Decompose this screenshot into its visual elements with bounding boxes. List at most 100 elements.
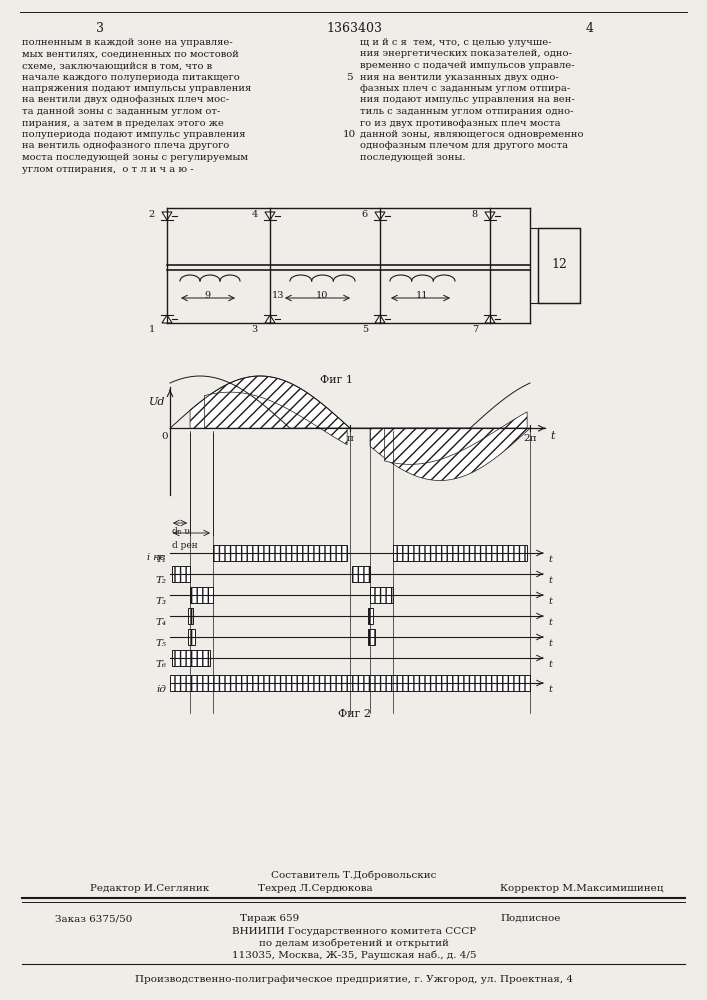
Polygon shape: [162, 315, 172, 323]
Polygon shape: [485, 212, 495, 220]
Text: ВНИИПИ Государственного комитета СССР: ВНИИПИ Государственного комитета СССР: [232, 927, 476, 936]
Text: полупериода подают импульс управления: полупериода подают импульс управления: [22, 130, 245, 139]
Text: t: t: [550, 431, 554, 441]
Text: 1: 1: [148, 325, 155, 334]
Text: щ и й с я  тем, что, с целью улучше-: щ и й с я тем, что, с целью улучше-: [360, 38, 551, 47]
Bar: [370, 587, 393, 603]
Text: по делам изобретений и открытий: по делам изобретений и открытий: [259, 939, 449, 948]
Text: тиль с заданным углом отпирания одно-: тиль с заданным углом отпирания одно-: [360, 107, 573, 116]
Text: t: t: [548, 685, 552, 694]
Bar: [393, 545, 527, 561]
Bar: [170, 675, 530, 691]
Text: начале каждого полупериода питакщего: начале каждого полупериода питакщего: [22, 73, 240, 82]
Text: 9: 9: [204, 291, 210, 300]
Text: напряжения подают импульсы управления: напряжения подают импульсы управления: [22, 84, 251, 93]
Text: Подписное: Подписное: [500, 914, 561, 923]
Text: 10: 10: [342, 130, 356, 139]
Text: 7: 7: [472, 325, 478, 334]
Text: 2: 2: [148, 210, 155, 219]
Polygon shape: [485, 315, 495, 323]
Text: Ud: Ud: [148, 397, 165, 407]
Text: 4: 4: [252, 210, 258, 219]
Text: t: t: [548, 660, 552, 669]
Text: T₆: T₆: [155, 660, 166, 669]
Text: 2π: 2π: [523, 434, 537, 443]
Text: Тираж 659: Тираж 659: [240, 914, 299, 923]
Text: схеме, заключающийся в том, что в: схеме, заключающийся в том, что в: [22, 61, 212, 70]
Polygon shape: [265, 212, 275, 220]
Text: Составитель Т.Добровольскис: Составитель Т.Добровольскис: [271, 870, 437, 880]
Text: временно с подачей импульсов управле-: временно с подачей импульсов управле-: [360, 61, 575, 70]
Bar: [351, 566, 370, 582]
Text: π: π: [346, 434, 354, 443]
Text: 8: 8: [472, 210, 478, 219]
Text: Производственно-полиграфическое предприятие, г. Ужгород, ул. Проектная, 4: Производственно-полиграфическое предприя…: [135, 975, 573, 984]
Text: 5: 5: [346, 73, 352, 82]
Bar: [190, 587, 213, 603]
Text: 4: 4: [586, 22, 594, 35]
Text: однофазным плечом для другого моста: однофазным плечом для другого моста: [360, 141, 568, 150]
Text: последующей зоны.: последующей зоны.: [360, 153, 465, 162]
Text: Техред Л.Сердюкова: Техред Л.Сердюкова: [258, 884, 373, 893]
Text: 1363403: 1363403: [326, 22, 382, 35]
Polygon shape: [375, 315, 385, 323]
Bar: [188, 608, 194, 624]
Text: ния энергетических показателей, одно-: ния энергетических показателей, одно-: [360, 49, 572, 58]
Bar: [368, 608, 373, 624]
Text: 3: 3: [96, 22, 104, 35]
Text: d₀ υ: d₀ υ: [172, 527, 189, 536]
Bar: [172, 650, 210, 666]
Text: данной зоны, являющегося одновременно: данной зоны, являющегося одновременно: [360, 130, 583, 139]
Text: Редактор И.Сегляник: Редактор И.Сегляник: [90, 884, 209, 893]
Text: Фиг 2: Фиг 2: [337, 709, 370, 719]
Polygon shape: [204, 392, 347, 445]
Text: на вентиль однофазного плеча другого: на вентиль однофазного плеча другого: [22, 141, 229, 150]
Bar: [538, 228, 580, 303]
Text: 13: 13: [271, 291, 284, 300]
Text: ния подают импульс управления на вен-: ния подают импульс управления на вен-: [360, 96, 575, 104]
Text: 10: 10: [316, 291, 328, 300]
Text: 6: 6: [362, 210, 368, 219]
Text: 11: 11: [416, 291, 428, 300]
Bar: [213, 545, 347, 561]
Text: Фиг 1: Фиг 1: [320, 375, 354, 385]
Text: мых вентилях, соединенных по мостовой: мых вентилях, соединенных по мостовой: [22, 49, 239, 58]
Polygon shape: [375, 212, 385, 220]
Text: 12: 12: [551, 258, 567, 271]
Text: Корректор М.Максимишинец: Корректор М.Максимишинец: [500, 884, 663, 893]
Text: ния на вентили указанных двух одно-: ния на вентили указанных двух одно-: [360, 73, 559, 82]
Text: Заказ 6375/50: Заказ 6375/50: [55, 914, 132, 923]
Text: t: t: [548, 639, 552, 648]
Text: iд: iд: [156, 685, 166, 694]
Text: 5: 5: [362, 325, 368, 334]
Text: полненным в каждой зоне на управляе-: полненным в каждой зоне на управляе-: [22, 38, 233, 47]
Text: го из двух противофазных плеч моста: го из двух противофазных плеч моста: [360, 118, 561, 127]
Text: t: t: [548, 576, 552, 585]
Text: T₄: T₄: [155, 618, 166, 627]
Text: t: t: [548, 597, 552, 606]
Text: 3: 3: [252, 325, 258, 334]
Text: T₅: T₅: [155, 639, 166, 648]
Bar: [188, 629, 194, 645]
Bar: [368, 629, 375, 645]
Polygon shape: [190, 376, 350, 428]
Text: T₃: T₃: [155, 597, 166, 606]
Polygon shape: [265, 315, 275, 323]
Polygon shape: [162, 212, 172, 220]
Text: на вентили двух однофазных плеч мос-: на вентили двух однофазных плеч мос-: [22, 96, 229, 104]
Text: моста последующей зоны с регулируемым: моста последующей зоны с регулируемым: [22, 153, 248, 162]
Text: 0: 0: [161, 432, 168, 441]
Text: фазных плеч с заданным углом отпира-: фазных плеч с заданным углом отпира-: [360, 84, 571, 93]
Text: углом отпирания,  о т л и ч а ю -: углом отпирания, о т л и ч а ю -: [22, 164, 194, 174]
Text: t: t: [548, 618, 552, 627]
Text: пирания, а затем в пределах этого же: пирания, а затем в пределах этого же: [22, 118, 224, 127]
Text: та данной зоны с заданным углом от-: та данной зоны с заданным углом от-: [22, 107, 221, 116]
Text: d рен: d рен: [172, 541, 198, 550]
Bar: [172, 566, 190, 582]
Polygon shape: [370, 428, 530, 480]
Text: t: t: [548, 555, 552, 564]
Text: 113035, Москва, Ж-35, Раушская наб., д. 4/5: 113035, Москва, Ж-35, Раушская наб., д. …: [232, 951, 477, 960]
Polygon shape: [385, 412, 527, 464]
Text: i не: i не: [146, 553, 165, 562]
Text: T₁: T₁: [155, 555, 166, 564]
